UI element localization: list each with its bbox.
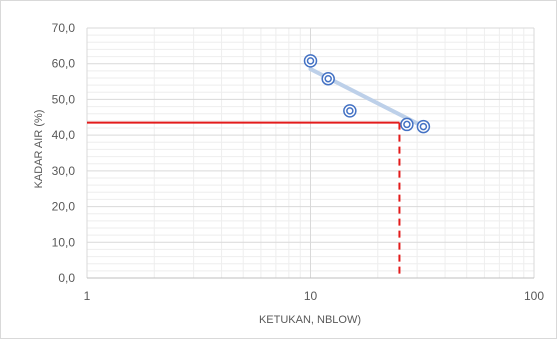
data-point bbox=[343, 104, 357, 118]
x-tick-label: 1 bbox=[84, 289, 91, 303]
y-tick-label: 50,0 bbox=[52, 92, 76, 106]
y-tick-label: 40,0 bbox=[52, 128, 76, 142]
data-point bbox=[400, 117, 414, 132]
data-point-inner-ring bbox=[324, 74, 332, 83]
data-point-inner-ring bbox=[403, 120, 411, 129]
x-tick-labels: 1 10 100 bbox=[84, 289, 545, 303]
y-tick-label: 0,0 bbox=[58, 271, 75, 285]
data-point-inner-ring bbox=[419, 122, 428, 131]
data-points bbox=[303, 54, 431, 134]
y-tick-label: 60,0 bbox=[52, 57, 76, 71]
y-tick-label: 20,0 bbox=[52, 200, 76, 214]
y-tick-label: 70,0 bbox=[52, 21, 76, 35]
data-point bbox=[321, 71, 335, 86]
y-tick-label: 30,0 bbox=[52, 164, 76, 178]
data-point bbox=[303, 54, 318, 68]
y-tick-label: 10,0 bbox=[52, 235, 76, 249]
x-tick-label: 100 bbox=[524, 289, 544, 303]
x-axis-title: KETUKAN, NBLOW) bbox=[259, 314, 361, 326]
reference-lines bbox=[87, 121, 401, 278]
x-tick-label: 10 bbox=[304, 289, 318, 303]
data-point bbox=[416, 119, 431, 134]
y-axis-title: KADAR AIR (%) bbox=[33, 110, 45, 189]
y-tick-labels: 0,0 10,0 20,0 30,0 40,0 50,0 60,0 70,0 bbox=[52, 21, 76, 285]
data-point-inner-ring bbox=[346, 107, 354, 115]
data-point-inner-ring bbox=[306, 57, 315, 65]
